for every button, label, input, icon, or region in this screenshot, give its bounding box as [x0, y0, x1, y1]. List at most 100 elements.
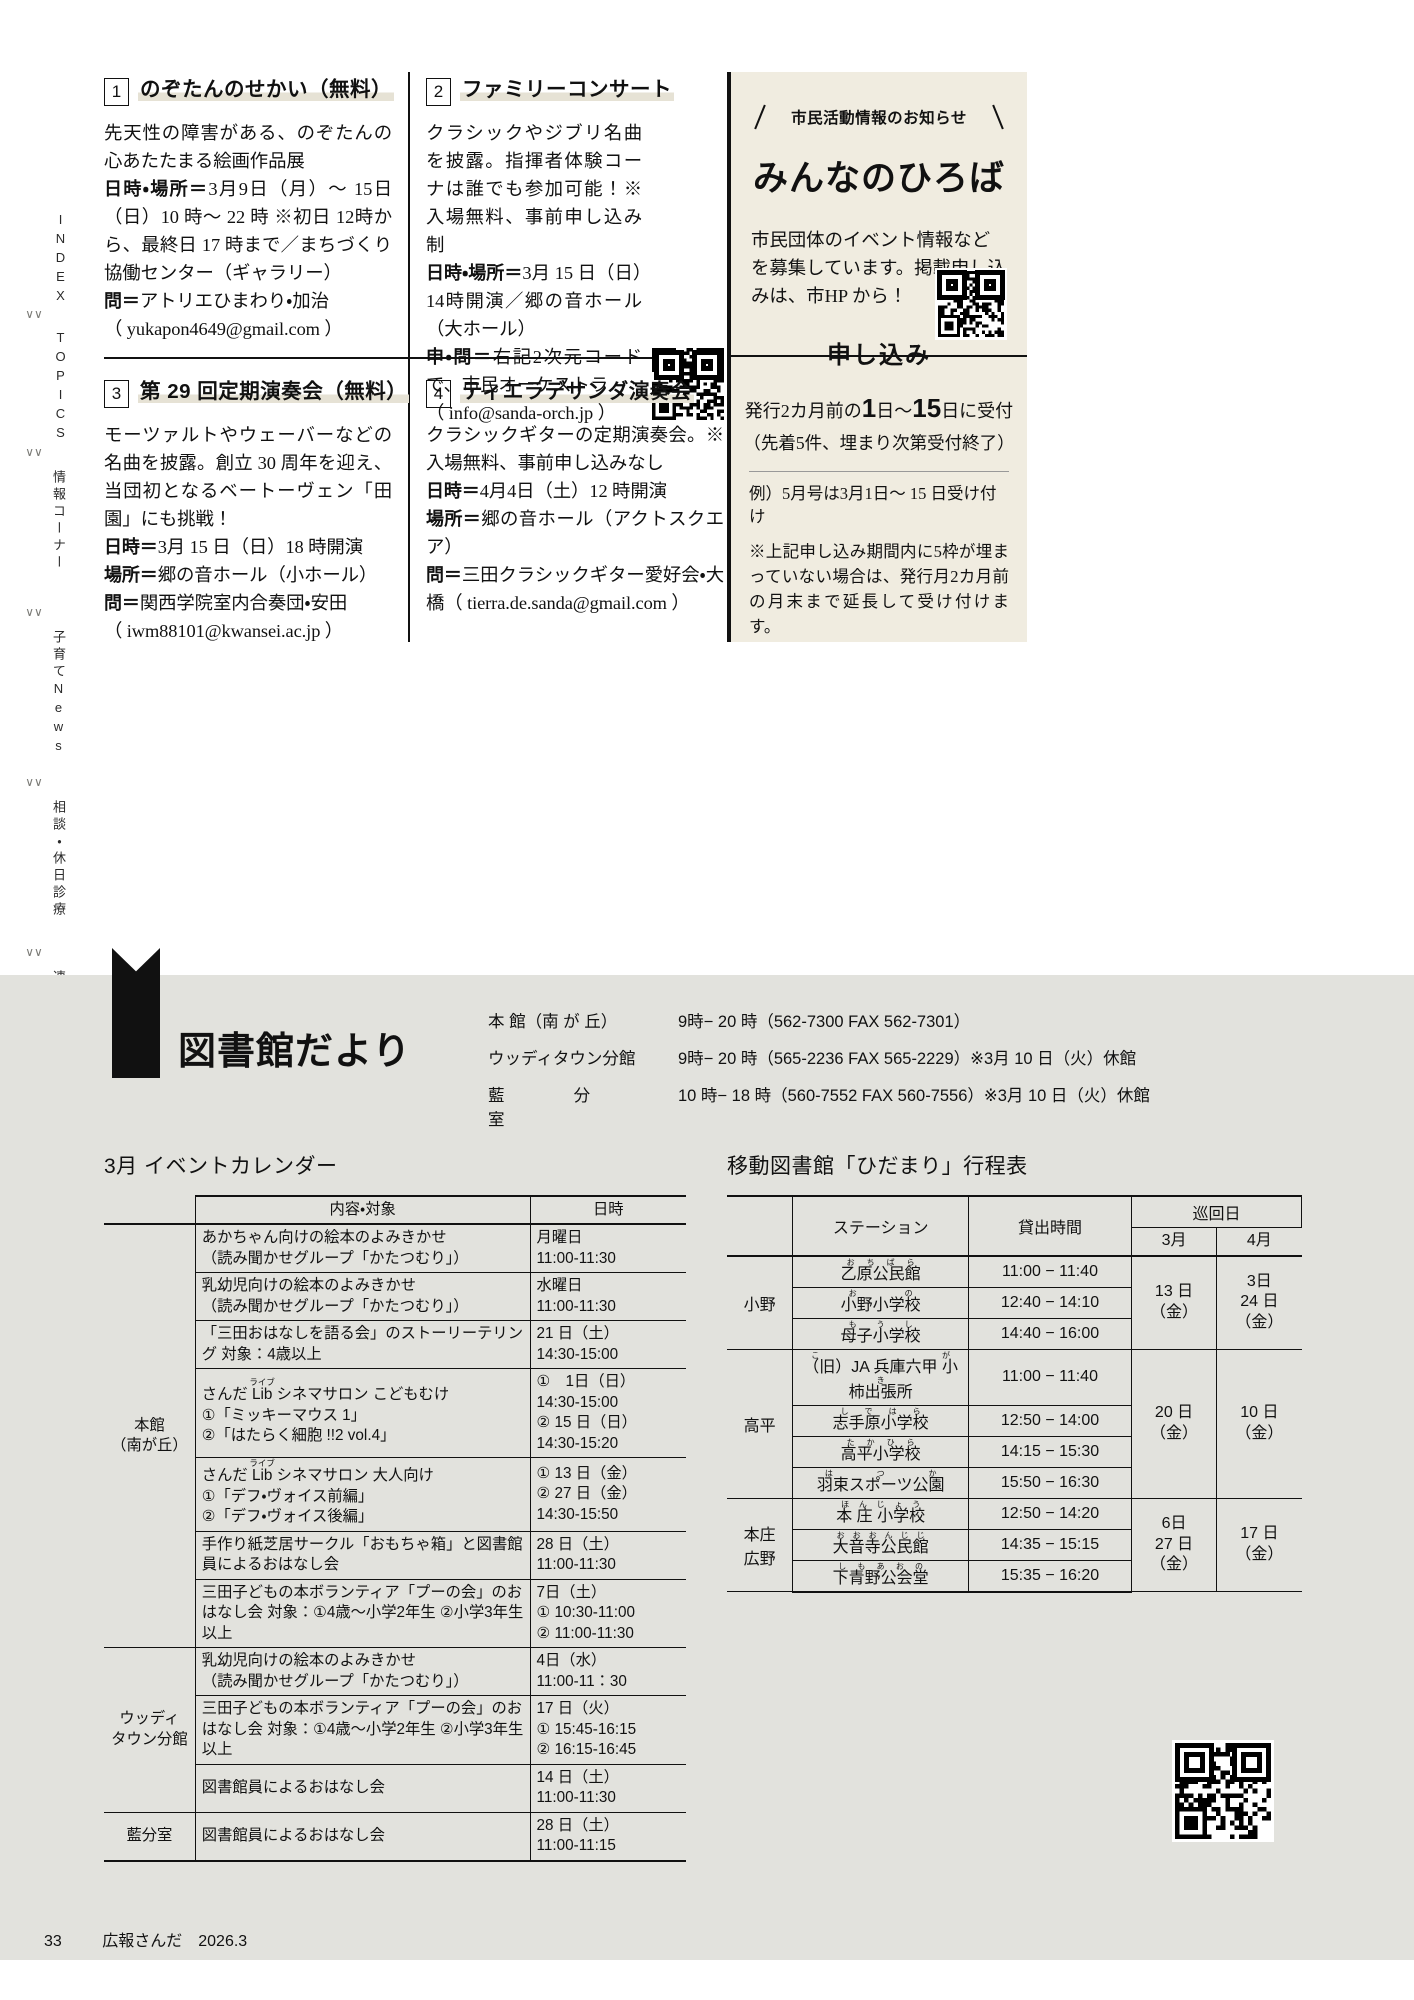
bus-row: 小野小学校お の 12:40 − 14:10	[727, 1286, 1302, 1319]
event-calendar-table: 内容・対象 日時 本館 （南が丘） あかちゃん向けの絵本のよみきかせ （読み聞かせグル…	[104, 1194, 686, 1862]
calendar-content-cell: さんだ Libライブ シネマサロン こどもむけ ①「ミッキーマウス 1」 ②「はたら…	[194, 1368, 531, 1459]
event-card-4[interactable]: 4 ティエラデサンダ演奏会 クラシックギターの定期演奏会。※入場無料、事前申し込み…	[426, 374, 724, 618]
bus-march-cell: 13 日（金）	[1130, 1255, 1218, 1350]
bus-row: 本庄 広野本 庄 小学校ほんじょう 12:50 − 14:20 6日 27 日（金） 17…	[727, 1497, 1302, 1593]
bus-schedule-heading: 移動図書館「ひだまり」行程表	[727, 1155, 1028, 1178]
calendar-content-cell: さんだ Libライブ シネマサロン 大人向け ①「デフ・ヴォイス前編」 ②「デフ・ヴ…	[194, 1457, 531, 1532]
bus-station-cell: 羽束スポーツ公園はつか	[792, 1466, 970, 1499]
event-card-1[interactable]: 1 のぞたんのせかい（無料） 先天性の障害がある、のぞたんの心あたたまる絵画作品展…	[104, 72, 394, 344]
event-4-title: ティエラデサンダ演奏会	[460, 380, 694, 403]
calendar-heading: 3月 イベントカレンダー	[104, 1155, 338, 1178]
event-1-body: 先天性の障害がある、のぞたんの心あたたまる絵画作品展 日時・場所＝3月9日（月）〜…	[104, 123, 392, 340]
rail-item-joho-corner[interactable]: 情報コーナー	[51, 470, 66, 572]
calendar-col-datetime: 日時	[529, 1194, 686, 1226]
hiroba-divider	[731, 355, 1027, 357]
library-branch-hours: 9時− 20 時（565-2236 FAX 565-2229）※3月 10 日（…	[678, 1050, 1137, 1068]
calendar-datetime-cell: 14 日（土） 11:00-11:30	[529, 1763, 686, 1813]
calendar-row: 本館 （南が丘） あかちゃん向けの絵本のよみきかせ （読み聞かせグループ「かたつむり」…	[104, 1223, 686, 1649]
calendar-row: さんだ Libライブ シネマサロン こどもむけ ①「ミッキーマウス 1」 ②「はたら…	[104, 1368, 686, 1459]
apply-day-start: 1	[861, 392, 877, 423]
rail-item-topics[interactable]: TOPICS	[53, 330, 68, 444]
minna-no-hiroba-panel: 市民活動情報のお知らせ みんなのひろば 市民団体のイベント情報などを募集していま…	[727, 72, 1027, 642]
hiroba-qr-code-icon[interactable]	[935, 268, 1007, 340]
calendar-content-cell: 三田子どもの本ボランティア「プーの会」のおはなし会 対象：①4歳〜小学2年生 ②…	[194, 1695, 531, 1765]
calendar-datetime-cell: 7日（土） ① 10:30-11:00 ② 11:00-11:30	[529, 1578, 686, 1649]
calendar-row: 図書館員によるおはなし会 14 日（土） 11:00-11:30	[104, 1763, 686, 1813]
event-2-title: ファミリーコンサート	[460, 78, 674, 101]
hiroba-header: 市民活動情報のお知らせ みんなのひろば	[731, 72, 1027, 201]
library-branch-hours: 10 時− 18 時（560-7552 FAX 560-7556）※3月 10 …	[678, 1087, 1150, 1105]
event-3-number: 3	[104, 380, 129, 409]
rail-chevron-topics-icon: ∨∨	[25, 307, 43, 321]
page-number: 33	[44, 1933, 62, 1950]
bus-station-cell: 志手原小学校しではら	[792, 1404, 970, 1437]
bus-time-cell: 12:50 − 14:20	[968, 1497, 1132, 1530]
calendar-row: 藍分室 図書館員によるおはなし会 28 日（土） 11:00-11:15	[104, 1811, 686, 1862]
calendar-content-cell: 図書館員によるおはなし会	[194, 1763, 531, 1813]
apply-title: 申し込み	[827, 341, 931, 369]
publication-name: 広報さんだ 2026.3	[102, 1933, 248, 1950]
bus-station-cell: 高平小学校たかひら	[792, 1435, 970, 1468]
bus-station-cell: 乙原公民館おちばら	[792, 1255, 970, 1288]
calendar-row: さんだ Libライブ シネマサロン 大人向け ①「デフ・ヴォイス前編」 ②「デフ・ヴ…	[104, 1457, 686, 1532]
hiroba-title: みんなのひろば	[753, 159, 1006, 198]
rail-item-sodan[interactable]: 相談・休日診療	[51, 800, 66, 919]
slash-left-icon	[754, 104, 766, 130]
bus-group-cell: 本庄 広野	[727, 1497, 794, 1593]
calendar-datetime-cell: ① 1日（日） 14:30-15:00 ② 15 日（日） 14:30-15:20	[529, 1368, 686, 1459]
bus-march-cell: 20 日（金）	[1130, 1348, 1218, 1499]
calendar-datetime-cell: 21 日（土） 14:30-15:00	[529, 1320, 686, 1370]
hiroba-kicker-text: 市民活動情報のお知らせ	[791, 110, 967, 127]
mobile-library-table: ステーション 貸出時間 巡回日 3月 4月 小野 乙原公民館おちばら 11:00 −…	[727, 1195, 1303, 1593]
library-qr-code-icon[interactable]	[1172, 1740, 1274, 1842]
apply-example: 例）5月号は3月1日〜 15 日受け付け	[749, 471, 1009, 528]
bus-station-cell: 大音寺公民館おおおんじじ	[792, 1528, 970, 1561]
calendar-row: 手作り紙芝居サークル「おもちゃ箱」と図書館員によるおはなし会 28 日（土） 11:…	[104, 1530, 686, 1580]
bus-station-cell: 小野小学校お の	[792, 1286, 970, 1319]
event-3-title: 第 29 回定期演奏会（無料）	[138, 380, 410, 403]
calendar-col-content: 内容・対象	[194, 1194, 531, 1226]
hiroba-lead-text: 市民団体のイベント情報などを募集しています。掲載申し込みは、市HP から！	[751, 230, 1007, 306]
library-branch-name: 本 館（南 が 丘）	[488, 1013, 618, 1031]
bus-march-cell: 6日 27 日（金）	[1130, 1497, 1218, 1593]
calendar-datetime-cell: 17 日（火） ① 15:45-16:15 ② 16:15-16:45	[529, 1695, 686, 1765]
rail-chevron-kosodate-icon: ∨∨	[25, 605, 43, 619]
calendar-content-cell: 三田子どもの本ボランティア「プーの会」のおはなし会 対象：①4歳〜小学2年生 ②…	[194, 1578, 531, 1649]
calendar-row: 三田子どもの本ボランティア「プーの会」のおはなし会 対象：①4歳〜小学2年生 ②…	[104, 1695, 686, 1765]
rail-item-index[interactable]: INDEX	[53, 212, 68, 307]
bus-time-cell: 15:35 − 16:20	[968, 1559, 1132, 1593]
apply-pre: 発行2カ月前の	[744, 400, 862, 421]
bus-time-cell: 11:00 − 11:40	[968, 1348, 1132, 1406]
bus-col-time: 貸出時間	[968, 1195, 1132, 1257]
event-4-number: 4	[426, 380, 451, 409]
calendar-datetime-cell: 月曜日 11:00-11:30	[529, 1223, 686, 1274]
library-hours-row: 本 館（南 が 丘） 9時− 20 時（562-7300 FAX 562-730…	[488, 1008, 1150, 1032]
bus-row: 羽束スポーツ公園はつか 15:50 − 16:30	[727, 1466, 1302, 1499]
bus-station-cell: 母子小学校もうし	[792, 1317, 970, 1350]
calendar-group-cell: 藍分室	[104, 1811, 196, 1862]
apply-day-end: 15	[912, 392, 942, 423]
calendar-content-cell: 「三田おはなしを語る会」のストーリーテリング 対象：4歳以上	[194, 1320, 531, 1370]
bus-april-cell: 3日 24 日（金）	[1216, 1255, 1302, 1350]
events-grid: 1 のぞたんのせかい（無料） 先天性の障害がある、のぞたんの心あたたまる絵画作品展…	[104, 72, 724, 642]
library-branch-name: ウッディタウン分館	[488, 1050, 636, 1068]
calendar-datetime-cell: 水曜日 11:00-11:30	[529, 1272, 686, 1322]
event-4-title-row: 4 ティエラデサンダ演奏会	[426, 374, 724, 409]
event-1-title-row: 1 のぞたんのせかい（無料）	[104, 72, 394, 107]
calendar-row: 乳幼児向けの絵本のよみきかせ （読み聞かせグループ「かたつむり」） 水曜日 11:00…	[104, 1272, 686, 1322]
apply-extension-note: ※上記申し込み期間内に5枠が埋まっていない場合は、発行月2カ月前の月末まで延長し…	[749, 542, 1009, 636]
event-1-number: 1	[104, 78, 129, 107]
bus-row: 大音寺公民館おおおんじじ 14:35 − 15:15	[727, 1528, 1302, 1561]
calendar-header-row: 内容・対象 日時	[104, 1194, 686, 1226]
rail-chevron-sodan-icon: ∨∨	[25, 775, 43, 789]
calendar-content-cell: 図書館員によるおはなし会	[194, 1811, 531, 1862]
calendar-content-cell: 手作り紙芝居サークル「おもちゃ箱」と図書館員によるおはなし会	[194, 1530, 531, 1580]
bus-time-cell: 12:40 − 14:10	[968, 1286, 1132, 1319]
event-card-3[interactable]: 3 第 29 回定期演奏会（無料） モーツァルトやウェーバーなどの名曲を披露。創立…	[104, 374, 410, 646]
rail-item-kosodate-news[interactable]: 子育てNews	[51, 630, 66, 757]
bus-time-cell: 11:00 − 11:40	[968, 1255, 1132, 1288]
calendar-row: ウッディ タウン分館 乳幼児向けの絵本のよみきかせ （読み聞かせグループ「かたつむり」…	[104, 1647, 686, 1813]
bus-station-cell: （旧）JA 兵庫六甲 小柿出張所こがき	[792, 1348, 970, 1406]
event-1-title: のぞたんのせかい（無料）	[138, 78, 394, 101]
calendar-datetime-cell: 28 日（土） 11:00-11:15	[529, 1811, 686, 1862]
